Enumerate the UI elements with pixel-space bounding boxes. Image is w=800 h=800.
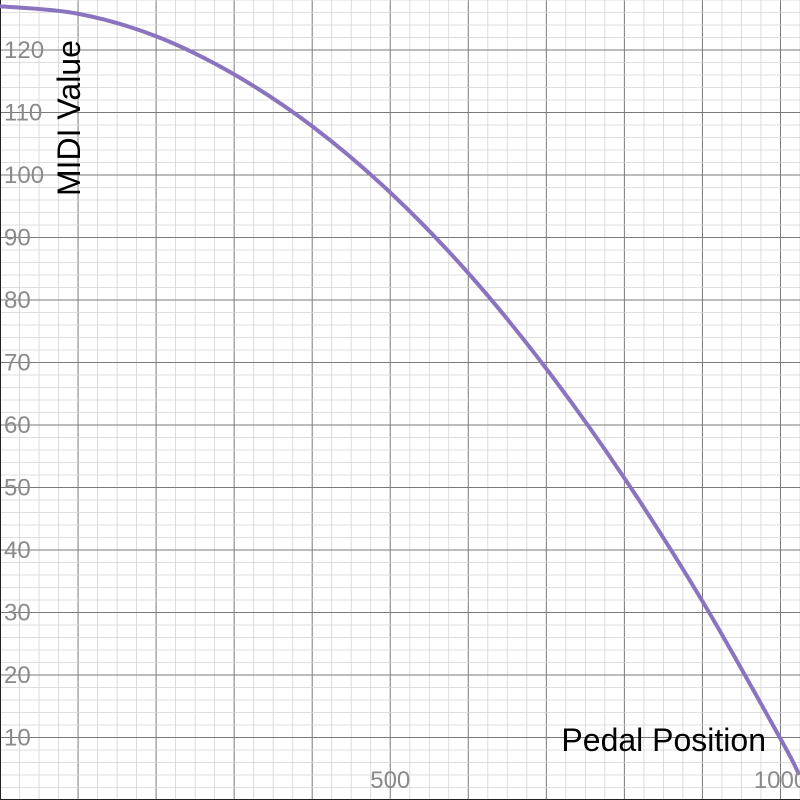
y-tick-label: 40 — [4, 537, 31, 564]
y-tick-label: 20 — [4, 662, 31, 689]
x-axis-label: Pedal Position — [561, 722, 766, 758]
y-tick-label: 10 — [4, 725, 31, 752]
y-tick-label: 30 — [4, 600, 31, 627]
series-line — [0, 4, 800, 776]
series-layer — [0, 4, 800, 776]
y-tick-label: 90 — [4, 225, 31, 252]
y-tick-label: 50 — [4, 475, 31, 502]
x-tick-label: 500 — [370, 767, 410, 794]
y-tick-label: 120 — [4, 37, 44, 64]
tick-labels: 10 20 30 40 50 60 70 80 90 100 110 120 500 1000 — [4, 37, 800, 794]
y-axis-label: MIDI Value — [51, 40, 87, 196]
x-tick-label: 1000 — [754, 767, 800, 794]
y-tick-label: 70 — [4, 350, 31, 377]
y-tick-label: 110 — [4, 100, 42, 127]
y-tick-label: 80 — [4, 287, 31, 314]
y-tick-label: 100 — [4, 162, 44, 189]
y-tick-label: 60 — [4, 412, 31, 439]
